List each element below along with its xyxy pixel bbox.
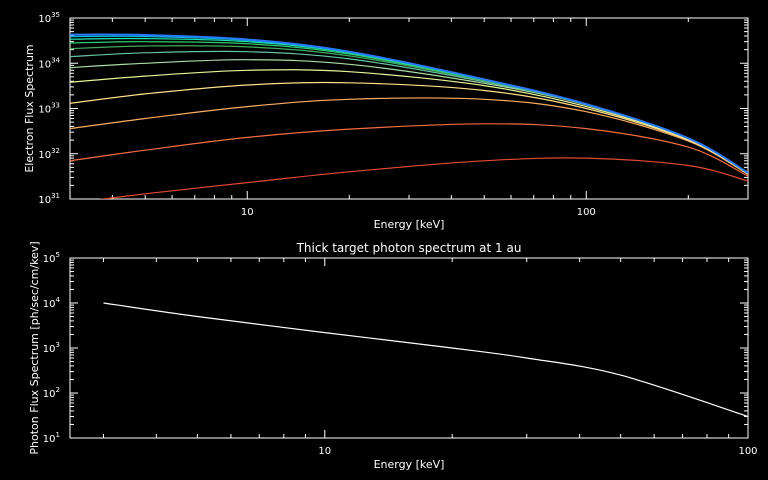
tick-base: 10 (43, 389, 56, 400)
tick-base: 10 (38, 195, 51, 206)
photon-y-tick-label: 105 (43, 251, 60, 265)
electron-x-tick-label: 100 (577, 207, 596, 218)
electron-y-tick-label: 1035 (38, 11, 60, 25)
electron-series-line (70, 123, 748, 177)
electron-x-axis-label: Energy [keV] (374, 218, 445, 231)
tick-exponent: 33 (51, 102, 60, 110)
tick-exponent: 32 (51, 147, 60, 155)
electron-series-line (70, 50, 748, 174)
tick-exponent: 31 (51, 192, 60, 200)
tick-exponent: 35 (51, 11, 60, 19)
electron-series-line (70, 41, 748, 174)
tick-base: 10 (38, 14, 51, 25)
tick-exponent: 2 (56, 386, 60, 394)
photon-y-tick-label: 102 (43, 386, 60, 400)
photon-y-tick-label: 103 (43, 341, 60, 355)
electron-y-tick-label: 1032 (38, 147, 60, 161)
electron-series-line (70, 35, 748, 174)
electron-y-tick-label: 1031 (38, 192, 60, 206)
electron-series-line (70, 97, 748, 175)
tick-base: 10 (38, 59, 51, 70)
tick-exponent: 34 (51, 56, 60, 64)
tick-base: 10 (43, 299, 56, 310)
electron-series-line (70, 81, 748, 175)
tick-base: 10 (38, 105, 51, 116)
electron-series-line (70, 33, 748, 174)
tick-base: 10 (43, 254, 56, 265)
electron-x-tick-label: 10 (241, 207, 254, 218)
tick-exponent: 5 (56, 251, 60, 259)
electron-series-line (70, 69, 748, 174)
electron-y-tick-label: 1033 (38, 102, 60, 116)
photon-x-tick-label: 100 (738, 446, 757, 457)
tick-base: 10 (43, 344, 56, 355)
tick-exponent: 1 (56, 431, 60, 439)
photon-y-axis-label: Photon Flux Spectrum [ph/sec/cm/kev] (28, 241, 41, 454)
tick-base: 10 (38, 150, 51, 161)
electron-y-tick-label: 1034 (38, 56, 60, 70)
electron-y-axis-label: Electron Flux Spectrum (23, 44, 36, 172)
electron-plot-frame (69, 17, 749, 200)
tick-base: 10 (43, 434, 56, 445)
tick-exponent: 3 (56, 341, 60, 349)
photon-series-line (103, 302, 748, 418)
electron-series-line (70, 37, 748, 174)
tick-exponent: 4 (56, 296, 61, 304)
photon-chart-title: Thick target photon spectrum at 1 au (296, 241, 522, 255)
photon-x-axis-label: Energy [keV] (374, 458, 445, 471)
photon-y-tick-label: 101 (43, 431, 60, 445)
electron-series-line (98, 157, 748, 199)
photon-x-tick-label: 10 (318, 446, 331, 457)
photon-y-tick-label: 104 (43, 296, 61, 310)
photon-plot-frame (69, 257, 749, 439)
